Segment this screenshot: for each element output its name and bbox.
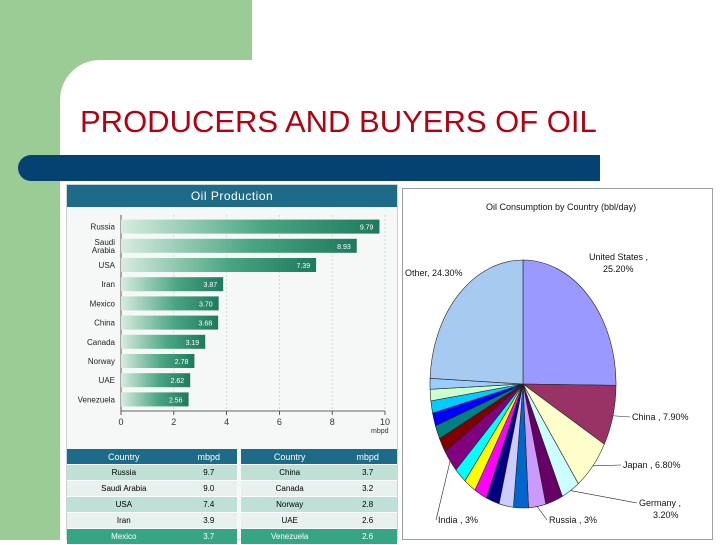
production-table-right: Country mbpd China 3.7 Canada 3.2 Norway 2.8 U… (241, 449, 397, 545)
table-cell: 2.6 (338, 529, 397, 545)
table-cell: 2.6 (338, 513, 397, 529)
x-axis-label: mbpd (371, 428, 389, 435)
bar-value-label: 3.19 (186, 340, 200, 347)
bar-value-label: 7.39 (296, 263, 310, 270)
table-cell: 3.7 (181, 529, 237, 545)
pie-slice-label: United States , 25.20% (589, 251, 648, 275)
oil-consumption-panel: Oil Consumption by Country (bbl/day) Uni… (402, 188, 713, 540)
table-row: Venezuela 2.6 (241, 529, 397, 545)
x-tick-label: 8 (330, 417, 335, 427)
slide-title: PRODUCERS AND BUYERS OF OIL (80, 104, 597, 140)
x-tick-label: 6 (277, 417, 282, 427)
table-cell: 7.4 (181, 497, 237, 513)
table-cell: 9.0 (181, 481, 237, 497)
leader-line (537, 507, 547, 520)
table-row: Canada 3.2 (241, 481, 397, 497)
table-cell: 3.7 (338, 465, 397, 481)
table-header-mbpd: mbpd (181, 449, 237, 465)
table-cell: 9.7 (181, 465, 237, 481)
bar (121, 258, 316, 272)
pie-slice-label: Russia , 3% (549, 514, 597, 526)
bar-value-label: 3.87 (204, 282, 218, 289)
bar (121, 239, 357, 253)
production-table-left: Country mbpd Russia 9.7 Saudi Arabia 9.0 USA… (67, 449, 237, 545)
table-row: Russia 9.7 (67, 465, 237, 481)
table-row: UAE 2.6 (241, 513, 397, 529)
pie-slice-label: Germany , 3.20% (639, 497, 681, 521)
bar-value-label: 9.79 (360, 225, 374, 232)
category-label: Mexico (90, 299, 116, 308)
x-tick-label: 10 (380, 417, 390, 427)
table-cell: Russia (67, 465, 181, 481)
category-label: Iran (101, 280, 115, 289)
leader-line (593, 465, 621, 466)
table-cell: Venezuela (241, 529, 338, 545)
green-left-strip (0, 60, 60, 540)
table-row: Mexico 3.7 (67, 529, 237, 545)
bar-value-label: 3.68 (199, 321, 213, 328)
table-cell: 2.8 (338, 497, 397, 513)
pie-slice-label: China , 7.90% (632, 411, 689, 423)
table-cell: China (241, 465, 338, 481)
table-cell: USA (67, 497, 181, 513)
bar-value-label: 3.70 (199, 301, 213, 308)
x-tick-label: 0 (118, 417, 123, 427)
oil-production-panel: Oil Production 0 2 4 6 8 10 mbpd 9.79 Russia 8.93… (66, 184, 398, 540)
consumption-pie-chart (403, 189, 714, 541)
category-label: UAE (99, 376, 115, 385)
title-underline-bar (18, 155, 600, 181)
table-cell: UAE (241, 513, 338, 529)
pie-slice-label: India , 3% (438, 514, 478, 526)
table-row: China 3.7 (241, 465, 397, 481)
leader-line (613, 416, 630, 417)
table-header-mbpd: mbpd (338, 449, 397, 465)
bar-value-label: 8.93 (337, 244, 351, 251)
table-row: Iran 3.9 (67, 513, 237, 529)
table-cell: 3.2 (338, 481, 397, 497)
category-label: Russia (91, 223, 116, 232)
table-cell: Mexico (67, 529, 181, 545)
pie-slice-label: Other, 24.30% (405, 267, 463, 279)
x-tick-label: 2 (171, 417, 176, 427)
leader-line (571, 491, 637, 503)
bar-value-label: 2.56 (169, 397, 183, 404)
table-cell: Canada (241, 481, 338, 497)
table-cell: 3.9 (181, 513, 237, 529)
bar-value-label: 2.78 (175, 359, 189, 366)
production-bar-chart: 0 2 4 6 8 10mbpd9.79Russia8.93SaudiArabia7.39… (67, 185, 399, 447)
category-label: USA (99, 261, 116, 270)
category-label: Arabia (92, 246, 116, 255)
table-row: Norway 2.8 (241, 497, 397, 513)
category-label: Venezuela (78, 395, 116, 404)
category-label: Canada (87, 338, 116, 347)
category-label: Norway (88, 357, 115, 366)
table-header-country: Country (241, 449, 338, 465)
pie-slice-label: Japan , 6.80% (623, 459, 681, 471)
table-row: USA 7.4 (67, 497, 237, 513)
x-tick-label: 4 (224, 417, 229, 427)
table-header-country: Country (67, 449, 181, 465)
bar-value-label: 2.62 (171, 378, 185, 385)
table-row: Saudi Arabia 9.0 (67, 481, 237, 497)
bar (121, 220, 379, 234)
pie-slice (523, 260, 616, 385)
table-cell: Norway (241, 497, 338, 513)
table-cell: Iran (67, 513, 181, 529)
category-label: China (94, 319, 115, 328)
leader-line (436, 461, 450, 520)
table-cell: Saudi Arabia (67, 481, 181, 497)
